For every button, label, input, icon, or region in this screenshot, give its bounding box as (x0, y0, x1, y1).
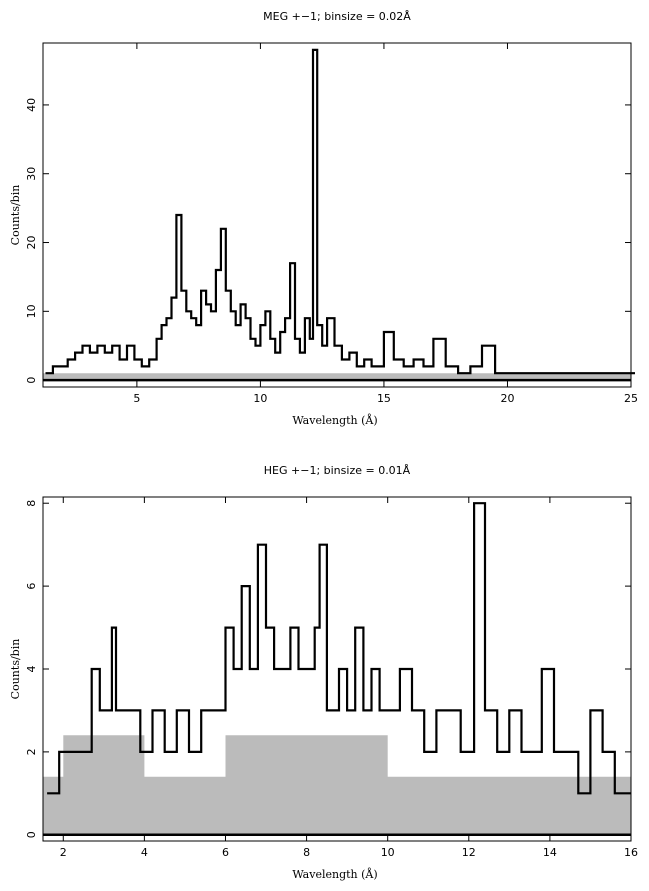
heg-title: HEG +−1; binsize = 0.01Å (264, 464, 411, 477)
meg-xtick-label: 10 (253, 392, 267, 405)
heg-ticks: 2 4 6 8 10 12 14 16 0 2 4 6 8 (25, 497, 638, 859)
heg-counts-line (47, 502, 631, 795)
heg-xtick-label: 8 (303, 846, 310, 859)
heg-xtick-label: 12 (462, 846, 476, 859)
meg-ytick-label: 30 (25, 167, 38, 181)
meg-xtick-label: 25 (624, 392, 638, 405)
meg-ticks: 5 10 15 20 25 0 10 20 30 40 (25, 43, 638, 405)
heg-xtick-label: 4 (141, 846, 148, 859)
heg-ytick-label: 8 (25, 500, 38, 507)
heg-xtick-label: 6 (222, 846, 229, 859)
meg-background-level (43, 373, 631, 381)
heg-xlabel: Wavelength (Å) (292, 867, 377, 881)
meg-background-band (43, 373, 631, 381)
heg-xtick-label: 10 (381, 846, 395, 859)
meg-plot-frame (42, 42, 632, 388)
heg-ytick-label: 0 (25, 831, 38, 838)
meg-ytick-label: 10 (25, 304, 38, 318)
heg-xtick-label: 2 (60, 846, 67, 859)
meg-ylabel: Counts/bin (9, 185, 22, 246)
meg-title: MEG +−1; binsize = 0.02Å (263, 10, 411, 23)
heg-ytick-label: 2 (25, 748, 38, 755)
meg-panel: MEG +−1; binsize = 0.02Å 5 10 15 20 25 0 10 20 3… (9, 10, 638, 427)
meg-xlabel: Wavelength (Å) (292, 413, 377, 427)
meg-xtick-label: 15 (377, 392, 391, 405)
heg-xtick-label: 14 (543, 846, 557, 859)
meg-counts-series (43, 48, 635, 382)
meg-xtick-label: 20 (500, 392, 514, 405)
meg-xtick-label: 5 (133, 392, 140, 405)
meg-ytick-label: 0 (25, 377, 38, 384)
meg-counts-line (45, 48, 635, 375)
heg-ylabel: Counts/bin (9, 639, 22, 700)
heg-xtick-label: 16 (624, 846, 638, 859)
heg-plot-frame (42, 496, 632, 842)
heg-counts-series (43, 502, 631, 837)
heg-background-level (43, 735, 631, 835)
heg-ytick-label: 6 (25, 583, 38, 590)
heg-background-band (43, 735, 631, 835)
meg-ytick-label: 40 (25, 98, 38, 112)
heg-panel: HEG +−1; binsize = 0.01Å 2 4 6 8 10 12 14 16 0 2 4… (9, 464, 638, 881)
meg-ytick-label: 20 (25, 236, 38, 250)
heg-ytick-label: 4 (25, 666, 38, 673)
